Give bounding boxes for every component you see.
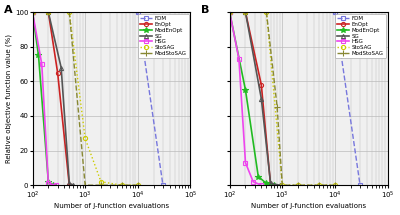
- ModStoSAG: [296, 184, 300, 186]
- Legend: FDM, EnOpt, ModEnOpt, SG, HSG, StoSAG, ModStoSAG: FDM, EnOpt, ModEnOpt, SG, HSG, StoSAG, M…: [138, 14, 189, 58]
- Line: SG: SG: [228, 10, 282, 187]
- ModEnOpt: [227, 11, 232, 14]
- Legend: FDM, EnOpt, ModEnOpt, SG, HSG, StoSAG, ModStoSAG: FDM, EnOpt, ModEnOpt, SG, HSG, StoSAG, M…: [335, 14, 386, 58]
- Line: ModEnOpt: ModEnOpt: [30, 9, 56, 188]
- EnOpt: [46, 11, 51, 14]
- ModEnOpt: [36, 54, 41, 57]
- HSG: [39, 63, 44, 65]
- EnOpt: [259, 84, 264, 86]
- ModEnOpt: [46, 180, 51, 183]
- ModStoSAG: [280, 184, 285, 186]
- FDM: [30, 11, 35, 14]
- HSG: [227, 11, 232, 14]
- Line: HSG: HSG: [30, 10, 58, 187]
- SG: [243, 11, 248, 14]
- StoSAG: [243, 11, 248, 14]
- FDM: [358, 184, 362, 186]
- ModEnOpt: [256, 175, 261, 178]
- Line: StoSAG: StoSAG: [228, 10, 337, 187]
- StoSAG: [332, 184, 337, 186]
- ModStoSAG: [30, 11, 35, 14]
- ModEnOpt: [51, 184, 56, 186]
- ModStoSAG: [332, 184, 337, 186]
- StoSAG: [280, 184, 285, 186]
- StoSAG: [99, 180, 104, 183]
- StoSAG: [317, 184, 322, 186]
- FDM: [227, 11, 232, 14]
- ModStoSAG: [227, 11, 232, 14]
- SG: [46, 11, 51, 14]
- ModStoSAG: [46, 11, 51, 14]
- ModStoSAG: [317, 184, 322, 186]
- ModEnOpt: [264, 182, 269, 185]
- SG: [227, 11, 232, 14]
- SG: [30, 11, 35, 14]
- FDM: [332, 11, 337, 14]
- StoSAG: [296, 184, 300, 186]
- Text: A: A: [4, 5, 13, 15]
- EnOpt: [55, 71, 60, 74]
- StoSAG: [67, 11, 72, 14]
- Y-axis label: Relative objective function value (%): Relative objective function value (%): [6, 34, 12, 163]
- StoSAG: [30, 11, 35, 14]
- Line: ModStoSAG: ModStoSAG: [30, 9, 140, 188]
- HSG: [259, 184, 264, 186]
- ModEnOpt: [272, 184, 276, 186]
- ModStoSAG: [264, 11, 269, 14]
- SG: [59, 66, 64, 69]
- ModStoSAG: [243, 11, 248, 14]
- HSG: [30, 11, 35, 14]
- ModStoSAG: [67, 11, 72, 14]
- SG: [67, 182, 72, 185]
- StoSAG: [227, 11, 232, 14]
- Line: HSG: HSG: [228, 10, 264, 187]
- StoSAG: [46, 11, 51, 14]
- Line: EnOpt: EnOpt: [228, 10, 273, 187]
- Line: FDM: FDM: [228, 10, 362, 187]
- StoSAG: [264, 11, 269, 14]
- HSG: [243, 161, 248, 164]
- ModEnOpt: [30, 11, 35, 14]
- Line: StoSAG: StoSAG: [30, 10, 140, 187]
- ModStoSAG: [120, 184, 124, 186]
- StoSAG: [136, 184, 140, 186]
- SG: [71, 184, 76, 186]
- EnOpt: [227, 11, 232, 14]
- EnOpt: [30, 11, 35, 14]
- FDM: [136, 11, 140, 14]
- HSG: [46, 182, 51, 185]
- SG: [259, 97, 264, 100]
- HSG: [251, 180, 256, 183]
- HSG: [54, 184, 58, 186]
- EnOpt: [243, 11, 248, 14]
- Line: ModStoSAG: ModStoSAG: [227, 9, 338, 188]
- Text: B: B: [201, 5, 210, 15]
- SG: [278, 184, 282, 186]
- X-axis label: Number of J-function evaluations: Number of J-function evaluations: [54, 203, 169, 209]
- Line: ModEnOpt: ModEnOpt: [227, 9, 277, 188]
- ModStoSAG: [275, 106, 280, 109]
- SG: [268, 182, 273, 185]
- ModStoSAG: [99, 184, 104, 186]
- Line: FDM: FDM: [30, 10, 165, 187]
- X-axis label: Number of J-function evaluations: Number of J-function evaluations: [251, 203, 366, 209]
- Line: SG: SG: [30, 10, 76, 187]
- EnOpt: [67, 184, 72, 186]
- FDM: [160, 184, 165, 186]
- ModStoSAG: [83, 184, 88, 186]
- StoSAG: [83, 137, 88, 140]
- EnOpt: [268, 184, 273, 186]
- StoSAG: [120, 184, 124, 186]
- ModStoSAG: [136, 184, 140, 186]
- Line: EnOpt: EnOpt: [30, 10, 71, 187]
- ModEnOpt: [243, 89, 248, 91]
- HSG: [236, 58, 241, 60]
